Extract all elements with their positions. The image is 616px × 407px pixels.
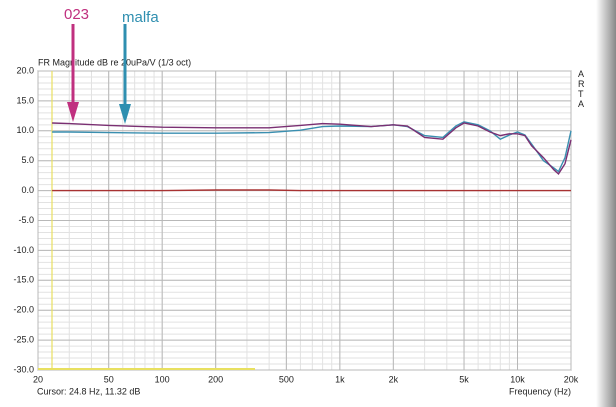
series-line [52, 189, 571, 192]
x-axis-label: Frequency (Hz) [509, 386, 571, 396]
x-tick-label: 1k [335, 374, 345, 384]
chart-title: FR Magnitude dB re 20uPa/V (1/3 oct) [38, 57, 191, 67]
x-tick-label: 20 [33, 374, 43, 384]
y-tick-label: 5.0 [21, 155, 34, 165]
x-tick-label: 2k [389, 374, 399, 384]
series-line [52, 122, 572, 175]
y-tick-label: 15.0 [16, 95, 34, 105]
annotation-arrowhead [119, 104, 131, 124]
x-tick-label: 500 [279, 374, 294, 384]
x-tick-label: 20k [564, 374, 579, 384]
side-shadow [596, 0, 616, 407]
cursor-readout: Cursor: 24.8 Hz, 11.32 dB [37, 386, 140, 396]
y-tick-label: 10.0 [16, 125, 34, 135]
annotation-arrowhead [67, 102, 79, 122]
y-tick-label: -20.0 [13, 305, 34, 315]
y-tick-label: -25.0 [13, 334, 34, 344]
y-tick-label: 0.0 [21, 185, 34, 195]
y-tick-label: -5.0 [18, 215, 34, 225]
y-tick-label: -30.0 [13, 364, 34, 374]
y-tick-label: 20.0 [16, 65, 34, 75]
annotation: malfa [122, 9, 159, 26]
x-tick-label: 10k [510, 374, 525, 384]
x-tick-label: 50 [104, 374, 114, 384]
y-tick-label: -10.0 [13, 245, 34, 255]
annotation: 023 [64, 6, 89, 23]
x-tick-label: 100 [155, 374, 170, 384]
y-tick-label: -15.0 [13, 275, 34, 285]
x-tick-label: 5k [459, 374, 469, 384]
x-tick-label: 200 [208, 374, 223, 384]
